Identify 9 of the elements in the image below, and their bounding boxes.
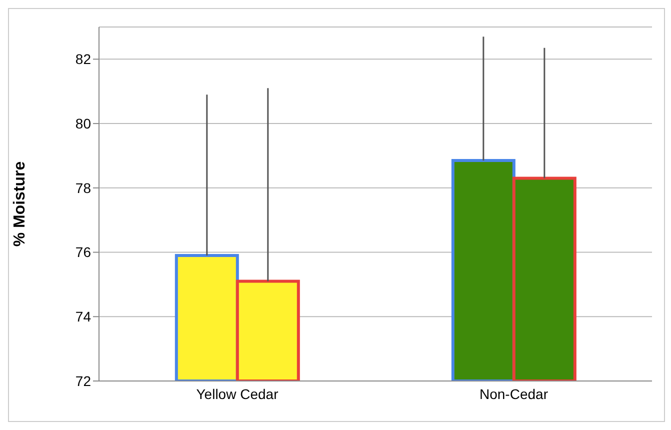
y-tick-label: 80: [75, 116, 92, 132]
x-tick-label: Non-Cedar: [480, 386, 548, 402]
x-tick-label: Yellow Cedar: [196, 386, 279, 402]
y-tick-label: 74: [75, 308, 92, 325]
y-axis-title: % Moisture: [12, 161, 29, 247]
y-tick-label: 82: [75, 51, 92, 68]
y-tick-label: 72: [75, 372, 92, 389]
y-tick-label: 76: [75, 244, 92, 260]
y-tick-label: 78: [75, 180, 92, 196]
